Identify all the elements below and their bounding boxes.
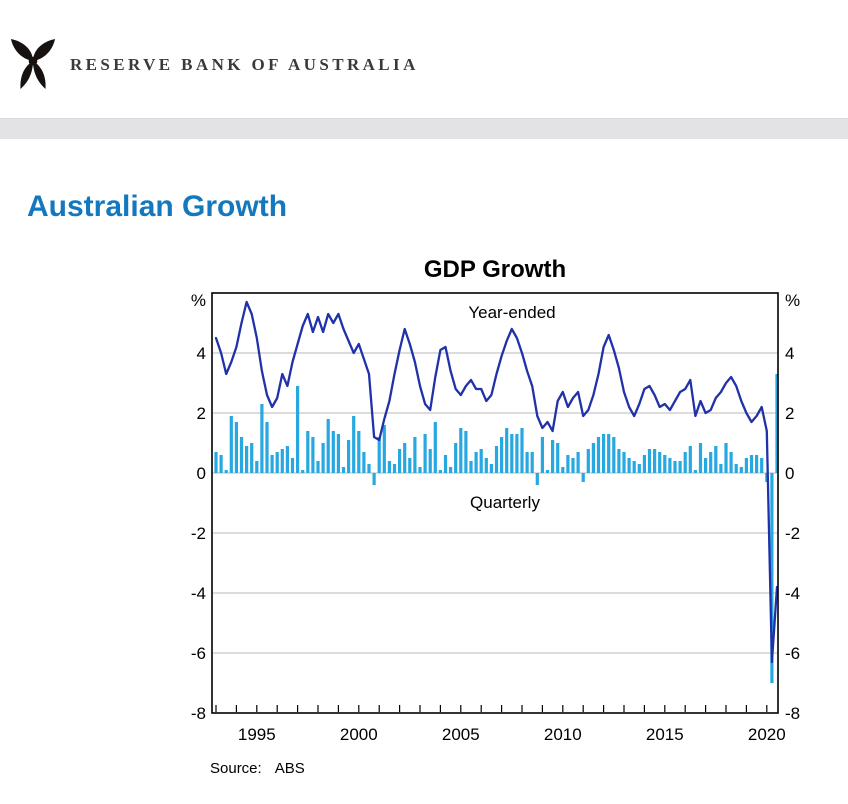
quarterly-bars bbox=[214, 374, 779, 683]
year-ended-line bbox=[214, 300, 779, 664]
source-value: ABS bbox=[274, 760, 305, 777]
source-label: Source: bbox=[210, 760, 262, 777]
svg-text:2015: 2015 bbox=[646, 725, 684, 744]
svg-text:1995: 1995 bbox=[238, 725, 276, 744]
svg-text:%: % bbox=[191, 291, 206, 310]
svg-text:2: 2 bbox=[785, 404, 794, 423]
bar-series-label: Quarterly bbox=[470, 493, 540, 512]
svg-text:%: % bbox=[785, 291, 800, 310]
svg-text:2005: 2005 bbox=[442, 725, 480, 744]
rba-logo-icon bbox=[10, 39, 56, 89]
x-axis-labels: 1995 2000 2005 2010 2015 2020 bbox=[238, 725, 786, 744]
page-title: Australian Growth bbox=[27, 190, 288, 223]
svg-text:-6: -6 bbox=[785, 644, 800, 663]
svg-text:2000: 2000 bbox=[340, 725, 378, 744]
svg-text:-8: -8 bbox=[785, 704, 800, 723]
svg-text:4: 4 bbox=[197, 344, 206, 363]
svg-text:-8: -8 bbox=[191, 704, 206, 723]
svg-text:-2: -2 bbox=[191, 524, 206, 543]
svg-text:4: 4 bbox=[785, 344, 794, 363]
bank-name: RESERVE BANK OF AUSTRALIA bbox=[70, 55, 419, 74]
svg-text:-6: -6 bbox=[191, 644, 206, 663]
gdp-growth-chart: 1995 2000 2005 2010 2015 2020% % 4 4 2 2 0 0 -2 -2 -4 -4… bbox=[191, 291, 800, 744]
y-axis-labels: % % 4 4 2 2 0 0 -2 -2 -4 -4 -6 -6 -8 -8 bbox=[191, 291, 800, 723]
svg-text:-4: -4 bbox=[785, 584, 800, 603]
svg-text:2020: 2020 bbox=[748, 725, 786, 744]
plot-border bbox=[211, 292, 779, 714]
svg-text:2: 2 bbox=[197, 404, 206, 423]
svg-text:-4: -4 bbox=[191, 584, 206, 603]
svg-text:0: 0 bbox=[197, 464, 206, 483]
svg-text:0: 0 bbox=[785, 464, 794, 483]
line-series-label: Year-ended bbox=[468, 303, 555, 322]
svg-text:2010: 2010 bbox=[544, 725, 582, 744]
chart-source: Source: ABS bbox=[210, 760, 305, 777]
x-axis-ticks bbox=[215, 705, 768, 712]
chart-title: GDP Growth bbox=[423, 256, 567, 283]
header-divider-bar bbox=[0, 118, 848, 139]
svg-text:-2: -2 bbox=[785, 524, 800, 543]
